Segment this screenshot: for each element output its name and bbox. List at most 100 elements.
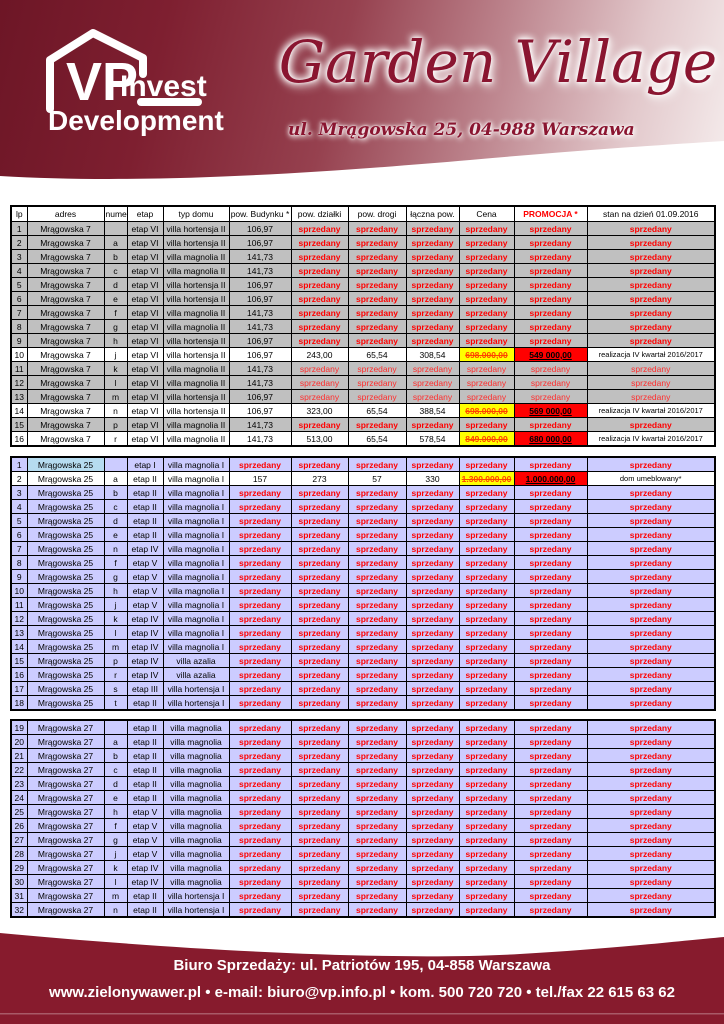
cell-lp: 3 <box>10 249 28 264</box>
cell-pow-dzialki: sprzedany <box>290 555 349 570</box>
cell-pow-dzialki: sprzedany <box>290 305 349 320</box>
cell-promocja: sprzedany <box>513 319 588 334</box>
cell-pow-dzialki: sprzedany <box>290 319 349 334</box>
cell-etap: etap VI <box>126 235 164 250</box>
cell-laczna-pow: sprzedany <box>405 221 460 236</box>
cell-adres: Mrągowska 25 <box>26 456 105 472</box>
cell-pow-budynku: sprzedany <box>228 874 292 889</box>
cell-pow-dzialki: sprzedany <box>290 527 349 542</box>
table-row: 15 Mrągowska 7 p etap VI villa magnolia II 14… <box>10 417 716 432</box>
cell-promocja: 549 000,00 <box>513 347 588 362</box>
cell-cena: sprzedany <box>458 221 515 236</box>
cell-lp: 26 <box>10 818 28 833</box>
cell-lp: 6 <box>10 291 28 306</box>
cell-lp: 13 <box>10 625 28 640</box>
cell-etap: etap VI <box>126 375 164 390</box>
cell-etap: etap II <box>126 888 164 903</box>
cell-typ-domu: villa magnolia II <box>162 249 230 264</box>
col-header-cena: Cena <box>458 205 515 222</box>
cell-cena: sprzedany <box>458 291 515 306</box>
cell-adres: Mrągowska 7 <box>26 431 105 447</box>
cell-lp: 25 <box>10 804 28 819</box>
cell-etap: etap VI <box>126 305 164 320</box>
cell-numer: e <box>103 790 128 805</box>
cell-laczna-pow: sprzedany <box>405 734 460 749</box>
cell-adres: Mrągowska 7 <box>26 277 105 292</box>
cell-laczna-pow: sprzedany <box>405 555 460 570</box>
cell-numer: n <box>103 541 128 556</box>
cell-pow-budynku: 106,97 <box>228 277 292 292</box>
col-header-promocja: PROMOCJA * <box>513 205 588 222</box>
cell-pow-budynku: 106,97 <box>228 389 292 404</box>
cell-adres: Mrągowska 27 <box>26 846 105 861</box>
cell-numer: p <box>103 653 128 668</box>
cell-cena: sprzedany <box>458 555 515 570</box>
cell-pow-budynku: 106,97 <box>228 291 292 306</box>
cell-stan: sprzedany <box>586 361 716 376</box>
cell-pow-budynku: sprzedany <box>228 555 292 570</box>
cell-stan: sprzedany <box>586 541 716 556</box>
cell-lp: 24 <box>10 790 28 805</box>
cell-pow-dzialki: sprzedany <box>290 611 349 626</box>
cell-cena: 698.000,00 <box>458 347 515 362</box>
cell-pow-dzialki: sprzedany <box>290 499 349 514</box>
cell-typ-domu: villa magnolia <box>162 776 230 791</box>
cell-pow-budynku: sprzedany <box>228 902 292 918</box>
cell-cena: sprzedany <box>458 681 515 696</box>
table-row: 9 Mrągowska 7 h etap VI villa hortensja II 10… <box>10 333 716 348</box>
table-row: 13 Mrągowska 7 m etap VI villa hortensja II 1… <box>10 389 716 404</box>
cell-pow-dzialki: sprzedany <box>290 846 349 861</box>
table-row: 3 Mrągowska 7 b etap VI villa magnolia II 141… <box>10 249 716 264</box>
cell-etap: etap II <box>126 527 164 542</box>
cell-etap: etap II <box>126 902 164 918</box>
cell-lp: 17 <box>10 681 28 696</box>
table-row: 2 Mrągowska 25 a etap II villa magnolia I 157… <box>10 471 716 486</box>
cell-pow-dzialki: sprzedany <box>290 695 349 711</box>
cell-pow-drogi: sprzedany <box>347 790 407 805</box>
table-row: 10 Mrągowska 7 j etap VI villa hortensja II 1… <box>10 347 716 362</box>
cell-typ-domu: villa magnolia <box>162 762 230 777</box>
cell-etap: etap III <box>126 681 164 696</box>
cell-cena: sprzedany <box>458 361 515 376</box>
cell-stan: sprzedany <box>586 818 716 833</box>
cell-adres: Mrągowska 25 <box>26 695 105 711</box>
cell-numer: a <box>103 471 128 486</box>
cell-pow-dzialki: 323,00 <box>290 403 349 418</box>
cell-numer: f <box>103 555 128 570</box>
cell-typ-domu: villa magnolia I <box>162 583 230 598</box>
cell-pow-dzialki: sprzedany <box>290 569 349 584</box>
cell-adres: Mrągowska 7 <box>26 403 105 418</box>
table-row: 20 Mrągowska 27 a etap II villa magnolia sprz… <box>10 734 716 749</box>
cell-stan: sprzedany <box>586 611 716 626</box>
cell-laczna-pow: sprzedany <box>405 860 460 875</box>
cell-stan: sprzedany <box>586 667 716 682</box>
cell-cena: sprzedany <box>458 888 515 903</box>
cell-stan: sprzedany <box>586 569 716 584</box>
cell-typ-domu: villa magnolia I <box>162 541 230 556</box>
cell-numer: d <box>103 776 128 791</box>
cell-pow-budynku: sprzedany <box>228 611 292 626</box>
cell-numer: h <box>103 804 128 819</box>
cell-lp: 15 <box>10 417 28 432</box>
cell-lp: 2 <box>10 471 28 486</box>
cell-lp: 23 <box>10 776 28 791</box>
cell-adres: Mrągowska 25 <box>26 499 105 514</box>
cell-adres: Mrągowska 27 <box>26 734 105 749</box>
cell-pow-drogi: sprzedany <box>347 832 407 847</box>
cell-pow-dzialki: 243,00 <box>290 347 349 362</box>
cell-pow-budynku: sprzedany <box>228 832 292 847</box>
cell-laczna-pow: 330 <box>405 471 460 486</box>
cell-pow-dzialki: sprzedany <box>290 762 349 777</box>
cell-pow-budynku: 141,73 <box>228 319 292 334</box>
vp-invest-logo: VP Invest Development <box>46 29 224 136</box>
cell-numer: g <box>103 832 128 847</box>
logo-invest-text: Invest <box>120 70 207 103</box>
cell-numer: l <box>103 874 128 889</box>
cell-cena: sprzedany <box>458 762 515 777</box>
cell-pow-dzialki: sprzedany <box>290 667 349 682</box>
cell-pow-dzialki: sprzedany <box>290 597 349 612</box>
